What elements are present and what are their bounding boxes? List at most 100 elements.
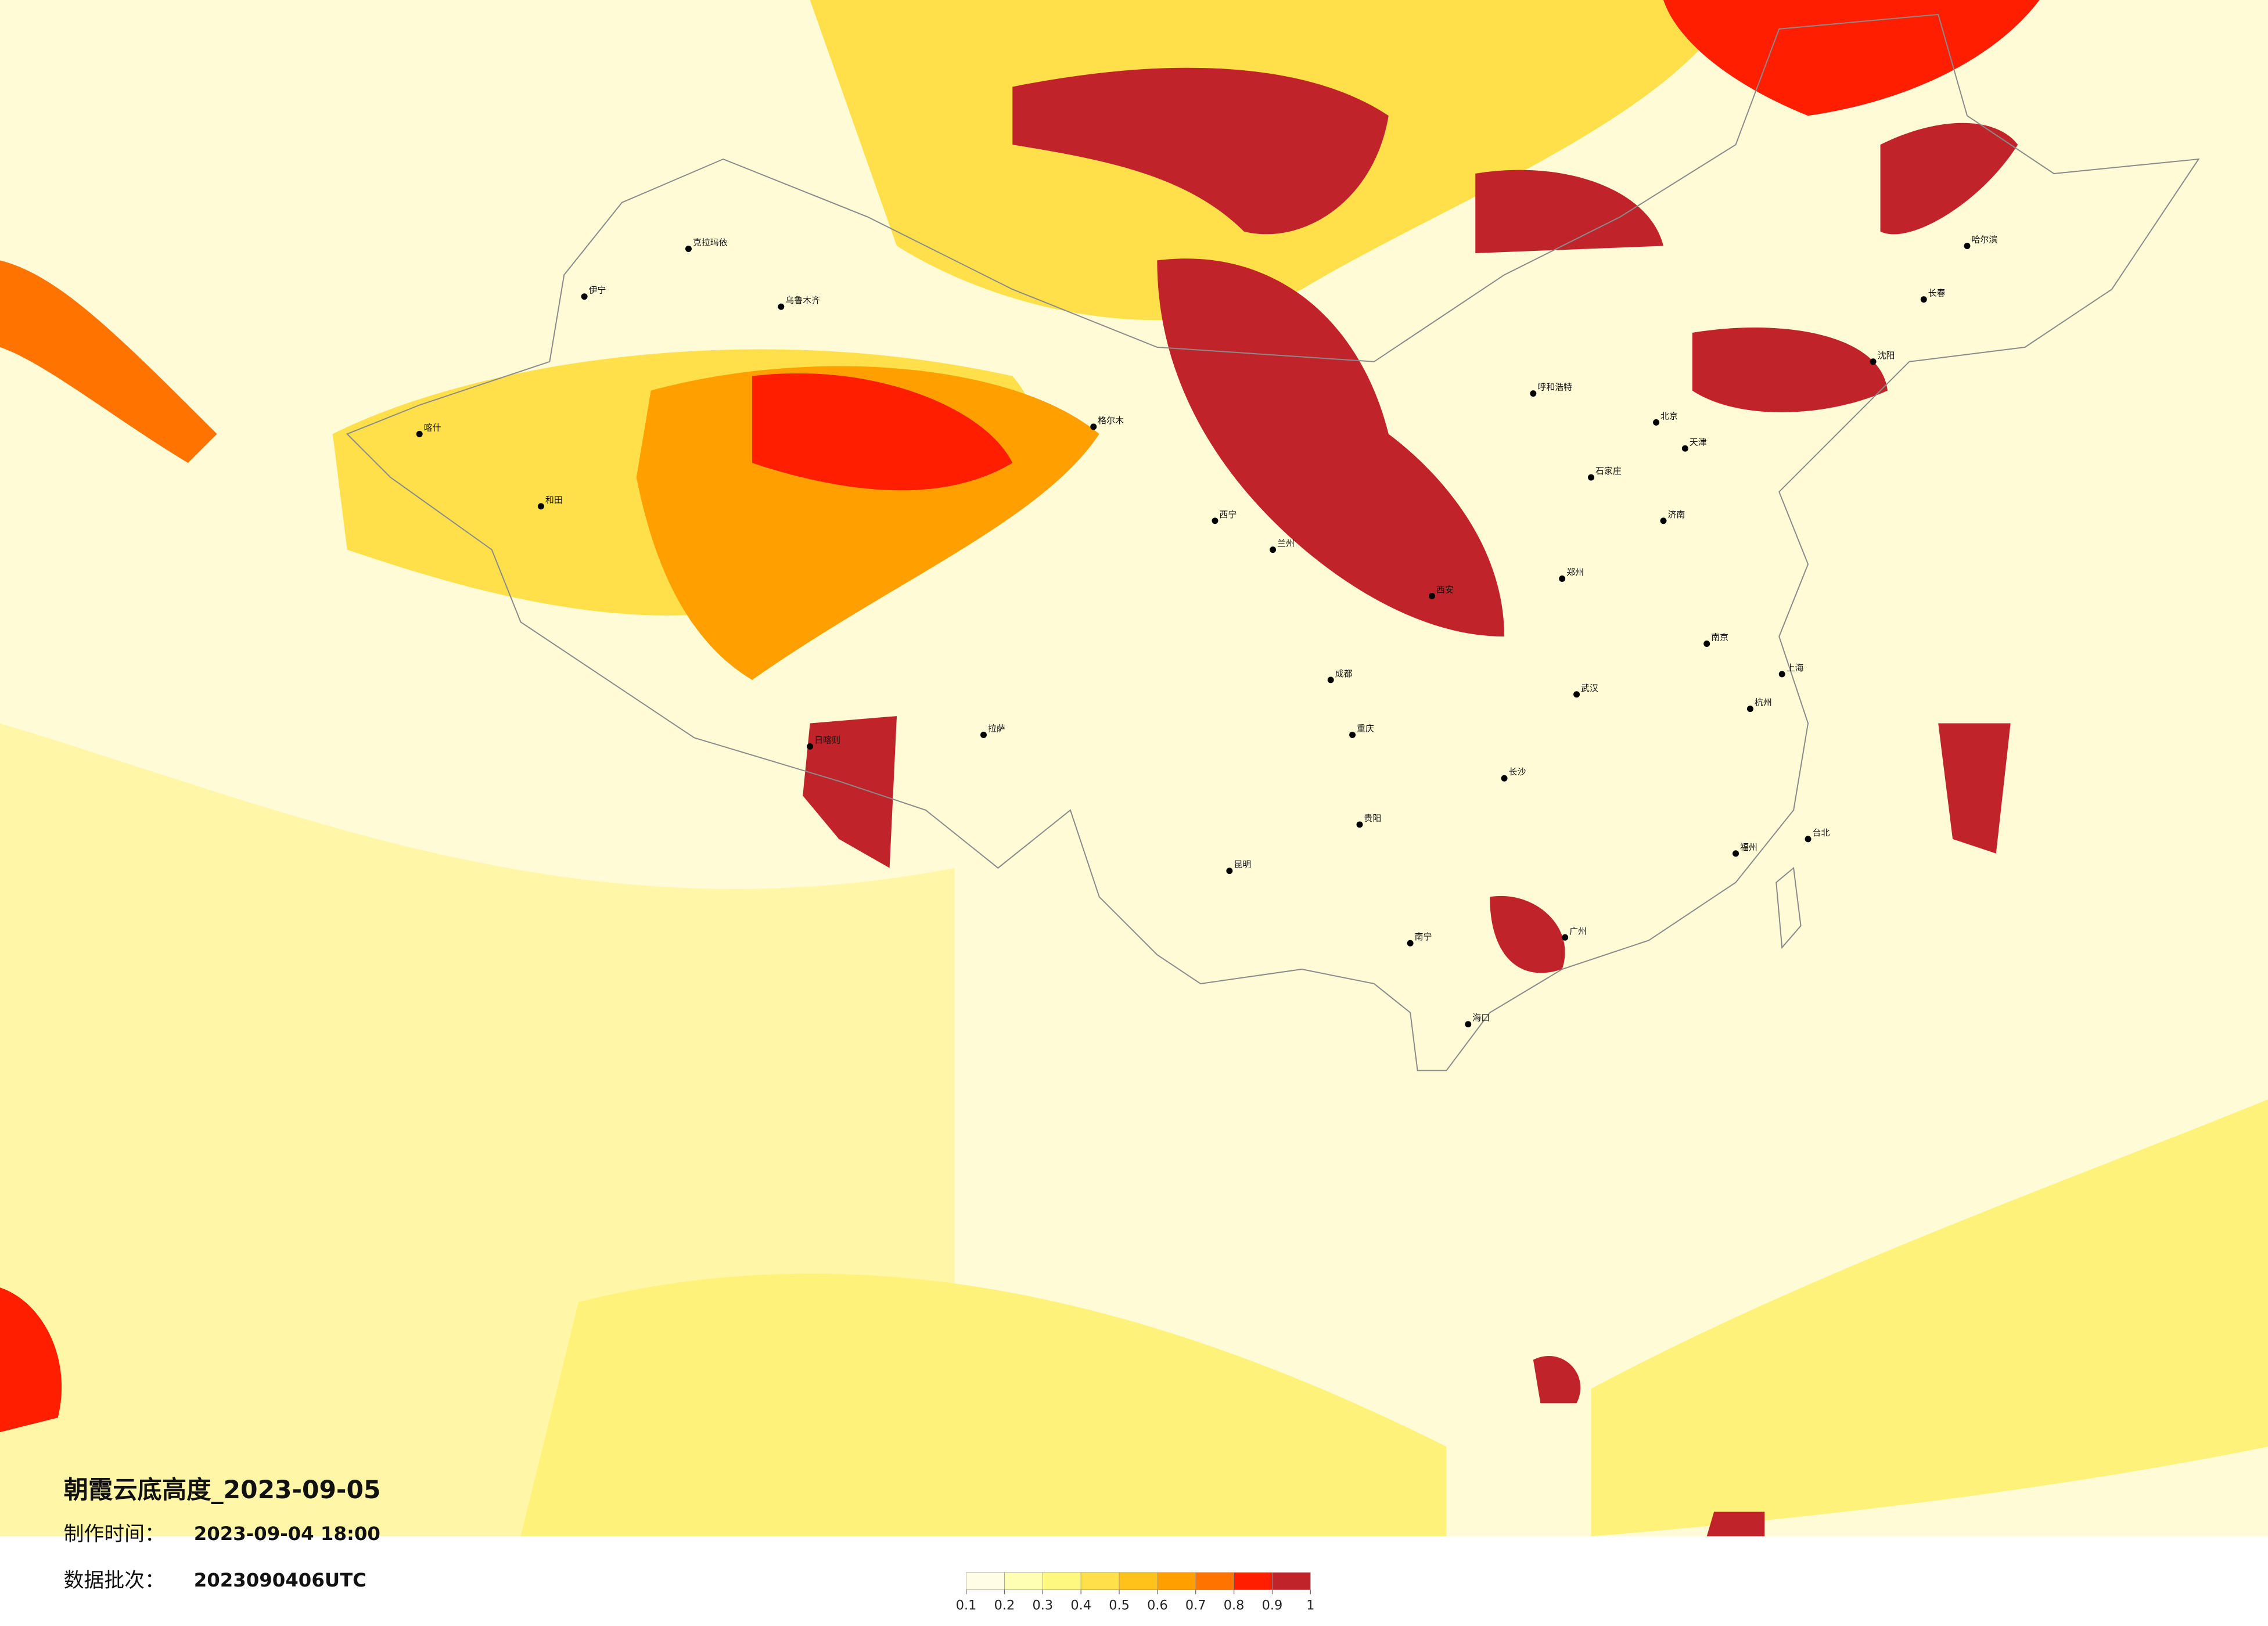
legend-tick-label: 0.4 xyxy=(1070,1598,1091,1613)
city-dot xyxy=(1746,706,1753,713)
legend-swatch xyxy=(1042,1572,1081,1591)
city-dot xyxy=(1703,641,1710,647)
field-0.9 xyxy=(1706,1512,1765,1537)
city-label: 克拉玛依 xyxy=(693,238,728,248)
field-0.8 xyxy=(752,373,1013,491)
city-dot xyxy=(1559,575,1566,582)
city-label: 贵阳 xyxy=(1364,813,1381,823)
legend-tick-label: 0.2 xyxy=(994,1598,1015,1613)
field-0.3 xyxy=(1591,1099,2268,1537)
field-0.9 xyxy=(1475,170,1663,253)
city-label: 兰州 xyxy=(1277,538,1295,549)
city-label: 日喀则 xyxy=(814,735,840,745)
legend-tick-label: 1 xyxy=(1306,1598,1314,1613)
city-dot xyxy=(1805,836,1811,843)
city-label: 长春 xyxy=(1928,288,1946,298)
city-dot xyxy=(1573,691,1580,698)
field-0.8 xyxy=(0,1287,62,1433)
field-0.9 xyxy=(1880,123,2018,235)
city-dot xyxy=(1778,671,1785,678)
country-outline xyxy=(346,13,2200,1071)
legend-swatch xyxy=(1119,1572,1158,1591)
legend-swatch xyxy=(966,1572,1005,1591)
city-label: 郑州 xyxy=(1566,567,1584,577)
city-dot xyxy=(537,503,544,510)
cloud-field xyxy=(0,0,2268,1537)
legend-swatch xyxy=(1234,1572,1273,1591)
city-label: 上海 xyxy=(1787,663,1804,673)
city-label: 哈尔滨 xyxy=(1971,235,1997,245)
city-dot xyxy=(1587,474,1594,481)
field-0.9 xyxy=(803,716,897,868)
field-0.9 xyxy=(1533,1356,1581,1404)
city-label: 海口 xyxy=(1472,1013,1490,1023)
city-label: 济南 xyxy=(1667,509,1685,520)
batch-label: 数据批次： xyxy=(64,1569,165,1592)
city-dot xyxy=(1429,592,1436,599)
city-label: 南京 xyxy=(1711,632,1728,643)
legend-tick-label: 0.9 xyxy=(1262,1598,1283,1613)
city-label: 格尔木 xyxy=(1098,415,1124,426)
city-dot xyxy=(1090,423,1097,430)
field-0.9 xyxy=(1012,67,1389,235)
legend-tick-label: 0.5 xyxy=(1109,1598,1130,1613)
city-label: 广州 xyxy=(1569,926,1587,936)
city-label: 杭州 xyxy=(1755,697,1772,708)
city-label: 昆明 xyxy=(1234,859,1251,870)
map-title: 朝霞云底高度_2023-09-05 xyxy=(64,1476,381,1504)
field-0.7 xyxy=(0,260,217,463)
city-dot xyxy=(1270,546,1277,553)
city-dot xyxy=(685,245,692,252)
legend-swatch xyxy=(1272,1572,1311,1591)
city-dot xyxy=(1920,296,1927,303)
city-label: 武汉 xyxy=(1581,683,1598,693)
legend-tick-label: 0.7 xyxy=(1185,1598,1206,1613)
city-label: 呼和浩特 xyxy=(1537,382,1572,393)
field-0.9 xyxy=(1938,723,2011,854)
legend-swatch xyxy=(1157,1572,1196,1591)
city-dot xyxy=(1407,940,1414,947)
city-dot xyxy=(1964,243,1971,249)
city-label: 乌鲁木齐 xyxy=(785,295,820,305)
city-label: 成都 xyxy=(1335,668,1353,679)
city-dot xyxy=(807,743,814,750)
island-outline xyxy=(1775,866,1802,949)
legend-swatch xyxy=(1004,1572,1043,1591)
legend-tick-label: 0.1 xyxy=(956,1598,977,1613)
city-dot xyxy=(1660,517,1667,524)
legend-swatch xyxy=(1080,1572,1120,1591)
made-time: 2023-09-04 18:00 xyxy=(194,1523,380,1545)
legend-swatch xyxy=(1195,1572,1234,1591)
city-dot xyxy=(581,293,588,300)
field-0.9 xyxy=(1490,895,1565,973)
legend-tick-label: 0.6 xyxy=(1147,1598,1168,1613)
city-label: 石家庄 xyxy=(1595,466,1622,476)
city-label: 和田 xyxy=(545,495,563,505)
city-label: 拉萨 xyxy=(988,724,1005,734)
field-0.3 xyxy=(520,1274,1447,1537)
city-label: 西安 xyxy=(1436,584,1454,595)
city-label: 南宁 xyxy=(1415,931,1432,942)
city-dot xyxy=(1212,517,1219,524)
city-label: 沈阳 xyxy=(1878,350,1895,361)
legend-tick-label: 0.3 xyxy=(1033,1598,1054,1613)
legend: 0.1 0.2 0.3 0.4 0.5 0.6 0.7 0.8 0.9 1 xyxy=(956,1572,1314,1613)
city-label: 伊宁 xyxy=(589,285,606,296)
city-dot xyxy=(1501,775,1508,782)
city-label: 喀什 xyxy=(424,422,441,433)
city-dot xyxy=(1681,445,1688,452)
field-0.9 xyxy=(1692,327,1888,412)
city-dot xyxy=(1327,677,1334,684)
city-dot xyxy=(778,303,785,310)
city-label: 北京 xyxy=(1660,411,1678,421)
city-dot xyxy=(416,430,423,437)
city-dot xyxy=(1349,732,1356,738)
city-label: 重庆 xyxy=(1357,724,1374,734)
batch: 2023090406UTC xyxy=(194,1569,366,1591)
city-label: 台北 xyxy=(1813,828,1830,838)
city-dot xyxy=(1226,868,1233,875)
city-label: 西宁 xyxy=(1219,509,1237,520)
